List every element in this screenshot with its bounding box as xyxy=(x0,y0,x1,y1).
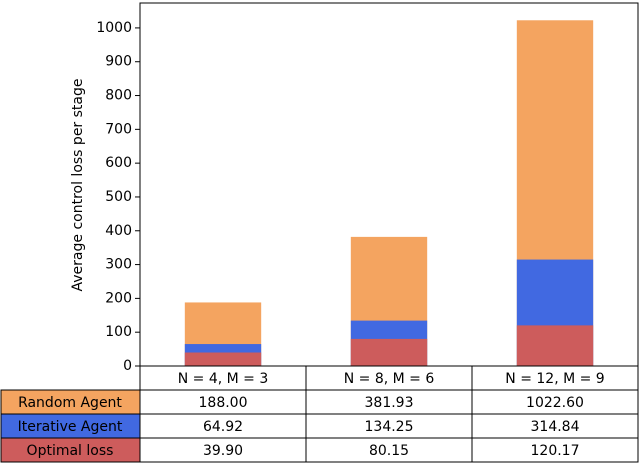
y-tick-label: 100 xyxy=(105,324,132,340)
row-header-cell xyxy=(0,437,141,463)
table-value: 120.17 xyxy=(531,443,580,459)
bar xyxy=(184,352,262,366)
column-header: N = 12, M = 9 xyxy=(505,371,604,387)
y-tick-label: 200 xyxy=(105,290,132,306)
table-value: 381.93 xyxy=(365,395,414,411)
y-tick-label: 1000 xyxy=(96,20,132,36)
table-value: 80.15 xyxy=(369,443,409,459)
y-tick-label: 600 xyxy=(105,155,132,171)
y-tick-label: 500 xyxy=(105,189,132,205)
table-value: 1022.60 xyxy=(526,395,584,411)
y-axis-label: Average control loss per stage xyxy=(70,79,86,292)
y-tick-label: 700 xyxy=(105,121,132,137)
table-value: 134.25 xyxy=(365,419,414,435)
column-header: N = 4, M = 3 xyxy=(178,371,269,387)
column-header: N = 8, M = 6 xyxy=(344,371,435,387)
row-header: Random Agent xyxy=(18,395,122,411)
y-tick-label: 0 xyxy=(123,358,132,374)
table-cell xyxy=(471,437,639,463)
y-tick-label: 800 xyxy=(105,88,132,104)
row-header: Optimal loss xyxy=(27,443,114,459)
bar xyxy=(516,325,594,366)
y-tick-label: 400 xyxy=(105,223,132,239)
table-value: 64.92 xyxy=(203,419,243,435)
y-tick-label: 900 xyxy=(105,54,132,70)
table-value: 314.84 xyxy=(531,419,580,435)
row-header: Iterative Agent xyxy=(18,419,123,435)
y-tick-label: 300 xyxy=(105,257,132,273)
table-value: 39.90 xyxy=(203,443,243,459)
table-value: 188.00 xyxy=(199,395,248,411)
bar xyxy=(350,338,428,366)
